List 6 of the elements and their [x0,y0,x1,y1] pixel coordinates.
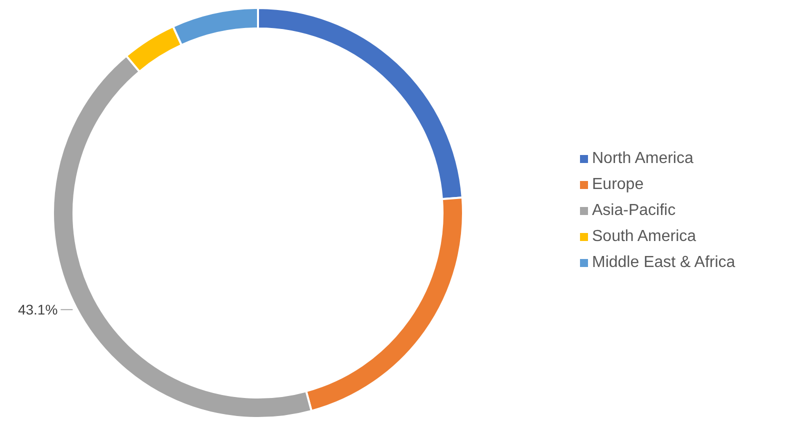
data-label: 43.1% [18,302,58,318]
legend-label: Middle East & Africa [592,254,736,271]
legend-label: North America [592,150,694,167]
legend-label: Asia-Pacific [592,202,676,219]
legend-label: Europe [592,176,644,193]
legend-label: South America [592,228,696,245]
